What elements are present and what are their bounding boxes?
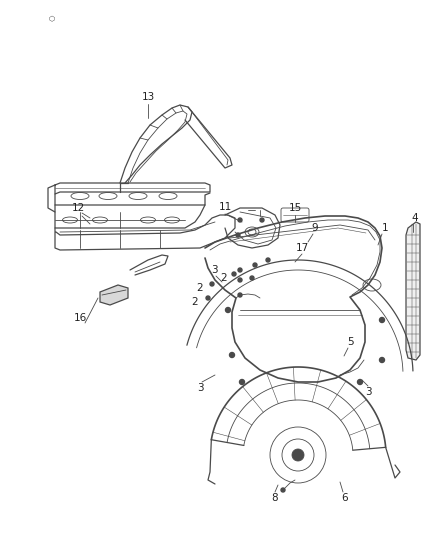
Text: 8: 8 xyxy=(272,493,278,503)
Text: 2: 2 xyxy=(192,297,198,307)
Circle shape xyxy=(266,258,270,262)
Circle shape xyxy=(260,218,264,222)
Polygon shape xyxy=(406,222,420,360)
Circle shape xyxy=(238,218,242,222)
Circle shape xyxy=(238,278,242,282)
Text: 3: 3 xyxy=(211,265,217,275)
Circle shape xyxy=(292,449,304,461)
Text: 9: 9 xyxy=(312,223,318,233)
Text: 2: 2 xyxy=(221,273,227,283)
Polygon shape xyxy=(100,285,128,305)
Text: 5: 5 xyxy=(347,337,353,347)
Text: 6: 6 xyxy=(342,493,348,503)
Circle shape xyxy=(238,268,242,272)
Text: 13: 13 xyxy=(141,92,155,102)
Text: 4: 4 xyxy=(412,213,418,223)
Circle shape xyxy=(210,282,214,286)
Text: 12: 12 xyxy=(71,203,85,213)
Circle shape xyxy=(206,296,210,300)
Circle shape xyxy=(226,308,230,312)
Text: 17: 17 xyxy=(295,243,309,253)
Text: 3: 3 xyxy=(197,383,203,393)
Circle shape xyxy=(240,379,244,384)
Text: 3: 3 xyxy=(365,387,371,397)
Circle shape xyxy=(357,379,363,384)
Circle shape xyxy=(379,358,385,362)
Text: 1: 1 xyxy=(381,223,389,233)
Circle shape xyxy=(250,276,254,280)
Circle shape xyxy=(281,488,285,492)
Text: 11: 11 xyxy=(219,202,232,212)
Text: 16: 16 xyxy=(74,313,87,323)
Circle shape xyxy=(236,233,240,237)
Circle shape xyxy=(253,263,257,267)
Circle shape xyxy=(379,318,385,322)
Circle shape xyxy=(232,272,236,276)
Text: ⬡: ⬡ xyxy=(49,15,55,21)
Circle shape xyxy=(238,293,242,297)
Circle shape xyxy=(230,352,234,358)
Text: 15: 15 xyxy=(288,203,302,213)
Text: 2: 2 xyxy=(197,283,203,293)
